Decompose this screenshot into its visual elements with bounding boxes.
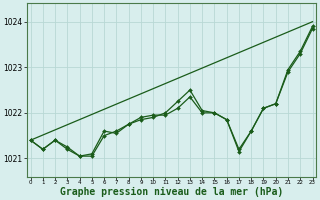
X-axis label: Graphe pression niveau de la mer (hPa): Graphe pression niveau de la mer (hPa)	[60, 186, 283, 197]
